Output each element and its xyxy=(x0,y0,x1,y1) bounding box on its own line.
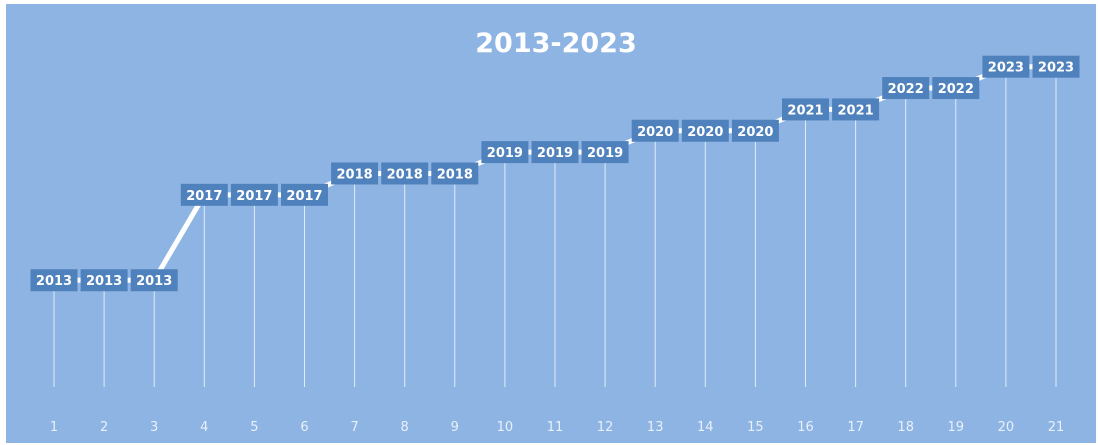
data-label-text: 2021 xyxy=(787,103,823,118)
data-label: 2021 xyxy=(782,98,829,121)
data-label-text: 2019 xyxy=(537,146,573,161)
data-label-text: 2017 xyxy=(286,189,322,204)
data-label-text: 2021 xyxy=(838,103,874,118)
data-label-box xyxy=(731,119,779,142)
x-tick-label: 7 xyxy=(350,420,358,435)
data-label: 2017 xyxy=(281,183,328,206)
data-label-box xyxy=(281,183,328,206)
data-label-box xyxy=(531,141,579,164)
data-label-box xyxy=(130,269,178,292)
data-label: 2018 xyxy=(381,162,429,185)
data-label-box xyxy=(982,55,1030,78)
chart-title: 2013-2023 xyxy=(475,28,637,59)
data-label-text: 2013 xyxy=(86,274,122,289)
data-label-box xyxy=(80,269,128,292)
data-label: 2019 xyxy=(481,141,529,164)
data-label-text: 2023 xyxy=(1038,61,1074,76)
x-tick-label: 13 xyxy=(647,420,664,435)
data-label-text: 2019 xyxy=(587,146,623,161)
x-tick-label: 19 xyxy=(948,420,965,435)
x-tick-label: 10 xyxy=(497,420,514,435)
chart-area: 2013-2023 2013 2013 2013 2017 2017 2017 2018 20… xyxy=(6,4,1096,443)
data-label-box xyxy=(581,141,629,164)
x-tick-label: 1 xyxy=(50,420,58,435)
x-tick-label: 20 xyxy=(998,420,1015,435)
data-label-text: 2017 xyxy=(236,189,272,204)
data-label: 2018 xyxy=(431,162,479,185)
data-label: 2013 xyxy=(80,269,128,292)
data-label: 2021 xyxy=(832,98,880,121)
data-label: 2013 xyxy=(30,269,78,292)
data-label: 2018 xyxy=(331,162,379,185)
data-label-box xyxy=(481,141,529,164)
data-label-box xyxy=(180,183,228,206)
x-tick-label: 16 xyxy=(797,420,814,435)
data-label: 2023 xyxy=(1032,55,1080,78)
data-label-box xyxy=(932,77,980,100)
data-label-box xyxy=(832,98,880,121)
data-label: 2022 xyxy=(882,77,930,100)
drop-lines xyxy=(53,66,1057,387)
data-label-text: 2020 xyxy=(637,125,673,140)
data-label-box xyxy=(882,77,930,100)
x-tick-label: 18 xyxy=(897,420,914,435)
data-label-box xyxy=(431,162,479,185)
x-tick-label: 15 xyxy=(747,420,764,435)
data-label: 2017 xyxy=(180,183,228,206)
x-tick-label: 11 xyxy=(547,420,564,435)
data-label-box xyxy=(381,162,429,185)
data-label-text: 2020 xyxy=(737,125,773,140)
data-label: 2023 xyxy=(982,55,1030,78)
data-label: 2013 xyxy=(130,269,178,292)
data-label-text: 2013 xyxy=(136,274,172,289)
data-label-text: 2023 xyxy=(988,61,1024,76)
x-tick-label: 5 xyxy=(250,420,258,435)
data-label-box xyxy=(681,119,729,142)
data-label-box xyxy=(631,119,679,142)
x-tick-label: 8 xyxy=(401,420,409,435)
data-label-text: 2018 xyxy=(437,167,473,182)
data-label-box xyxy=(30,269,78,292)
data-label-text: 2018 xyxy=(337,167,373,182)
data-label-text: 2013 xyxy=(36,274,72,289)
data-label: 2020 xyxy=(631,119,679,142)
x-tick-label: 2 xyxy=(100,420,108,435)
data-label-text: 2020 xyxy=(687,125,723,140)
data-labels: 2013 2013 2013 2017 2017 2017 2018 2018 2018 2019… xyxy=(30,55,1080,292)
x-tick-label: 4 xyxy=(200,420,208,435)
x-tick-label: 17 xyxy=(847,420,864,435)
data-label: 2019 xyxy=(581,141,629,164)
data-label-box xyxy=(1032,55,1080,78)
x-tick-label: 14 xyxy=(697,420,714,435)
x-axis-ticks: 1 2 3 4 5 6 7 8 9 10 11 12 13 14 15 16 17 18 19 20 21 xyxy=(50,420,1064,435)
data-label: 2022 xyxy=(932,77,980,100)
x-tick-label: 3 xyxy=(150,420,158,435)
data-label-box xyxy=(782,98,829,121)
data-label-text: 2017 xyxy=(186,189,222,204)
x-tick-label: 21 xyxy=(1048,420,1065,435)
data-label-text: 2019 xyxy=(487,146,523,161)
x-tick-label: 6 xyxy=(300,420,308,435)
data-label: 2020 xyxy=(681,119,729,142)
data-label-box xyxy=(230,183,278,206)
data-label: 2019 xyxy=(531,141,579,164)
data-label-text: 2022 xyxy=(938,82,974,97)
data-label: 2017 xyxy=(230,183,278,206)
data-label: 2020 xyxy=(731,119,779,142)
data-label-text: 2022 xyxy=(888,82,924,97)
data-label-box xyxy=(331,162,379,185)
data-label-text: 2018 xyxy=(387,167,423,182)
x-tick-label: 9 xyxy=(451,420,459,435)
x-tick-label: 12 xyxy=(597,420,614,435)
